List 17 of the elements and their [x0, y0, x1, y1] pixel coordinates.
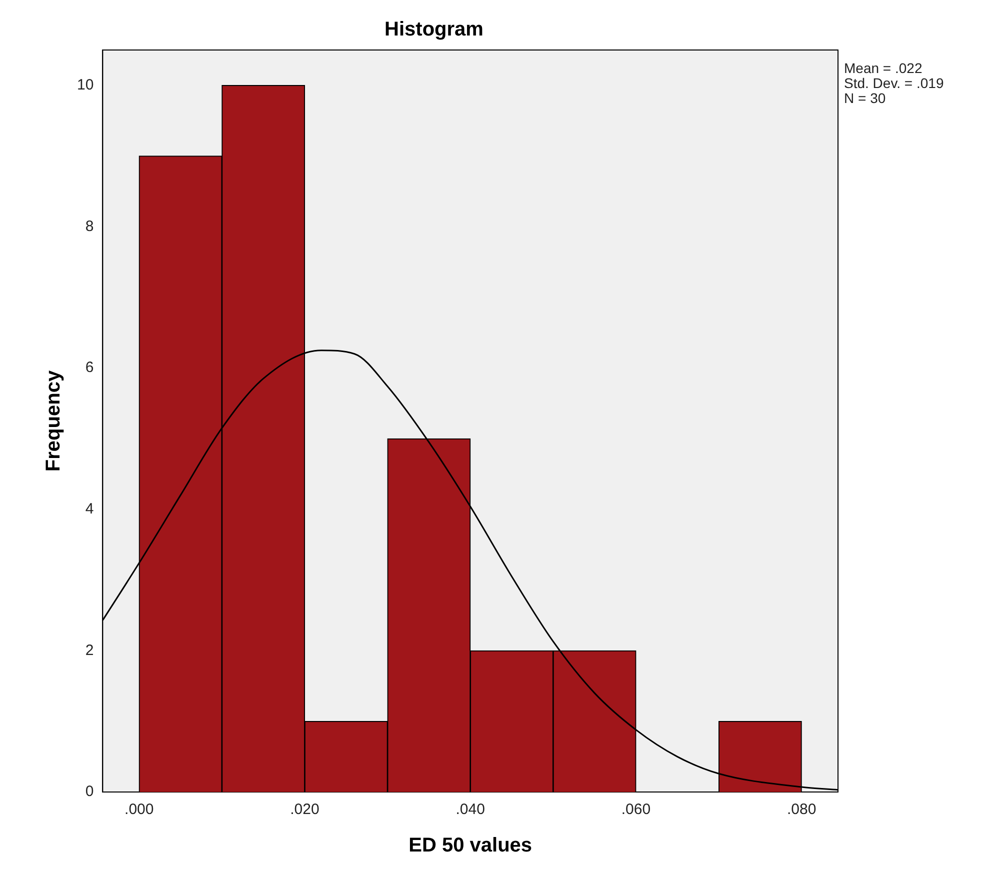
y-tick-label: 6: [85, 359, 94, 376]
x-axis-title: ED 50 values: [408, 834, 532, 857]
text: N = 30: [844, 90, 886, 106]
y-tick-label: 8: [85, 218, 94, 235]
x-tick-label: .000: [124, 801, 154, 818]
y-tick-label: 2: [85, 642, 94, 659]
text: Mean = .022: [844, 60, 922, 76]
x-tick-label: .040: [456, 801, 485, 818]
y-tick-label: 4: [85, 500, 94, 518]
text: Std. Dev. = .019: [844, 74, 944, 91]
y-tick-label: 0: [85, 783, 94, 800]
x-tick-label: .080: [786, 801, 816, 818]
x-tick-label: .060: [621, 801, 651, 818]
x-tick-label: .020: [290, 801, 320, 818]
chart-title: Histogram: [384, 18, 484, 41]
y-axis-title: Frequency: [42, 370, 65, 472]
y-tick-label: 10: [76, 76, 94, 94]
